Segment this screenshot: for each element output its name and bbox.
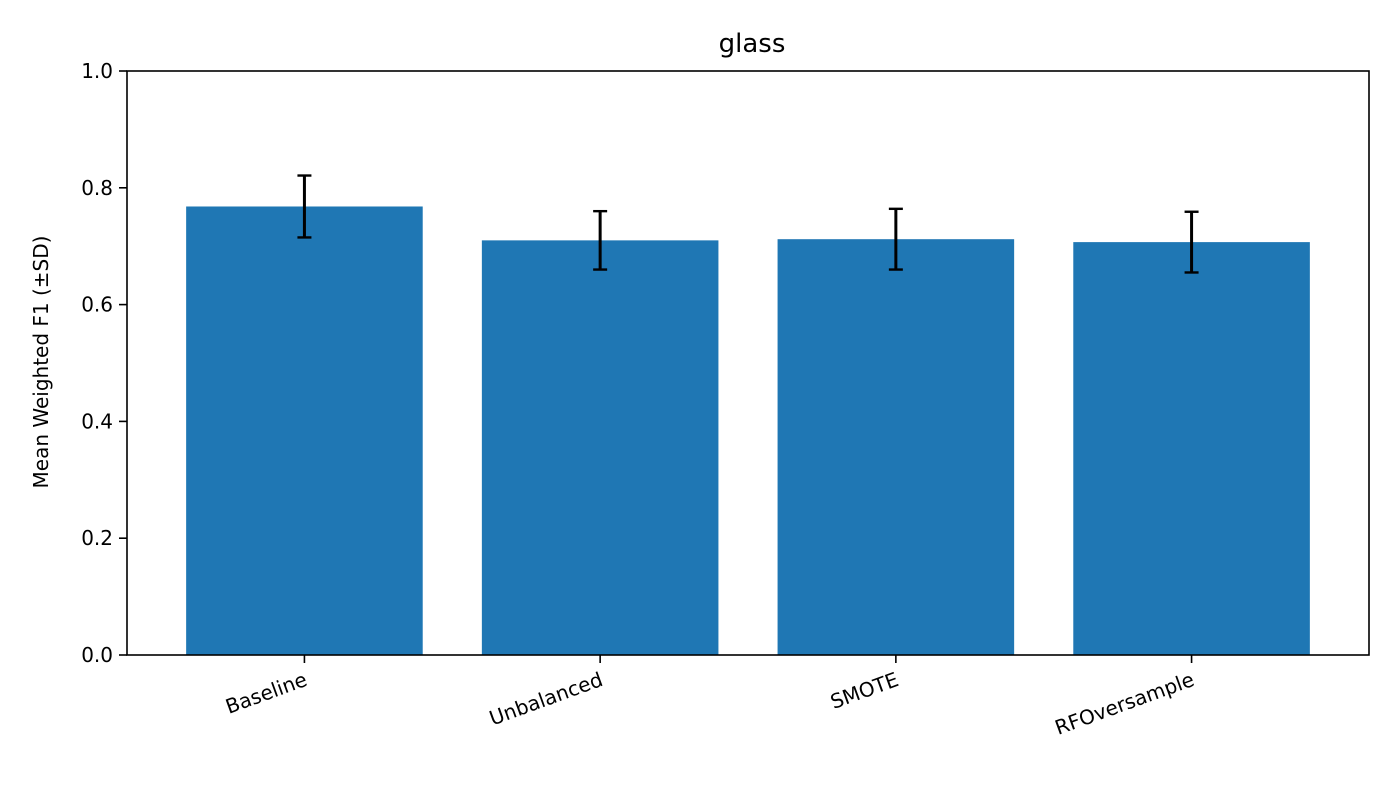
x-tick-label: RFOversample <box>1052 667 1198 740</box>
y-tick-label: 0.6 <box>81 293 113 317</box>
y-tick-label: 0.8 <box>81 176 113 200</box>
bar-smote <box>777 239 1015 655</box>
x-tick-label: SMOTE <box>827 667 902 714</box>
y-tick-label: 0.2 <box>81 526 113 550</box>
y-axis-label: Mean Weighted F1 (±SD) <box>29 236 53 489</box>
bar-unbalanced <box>481 240 719 656</box>
bar-baseline <box>186 206 423 655</box>
y-ticks-layer: 0.0 0.2 0.4 0.6 0.8 1.0 <box>81 59 127 667</box>
plot-frame <box>126 70 1370 656</box>
x-tick-label: Baseline <box>222 667 310 719</box>
bars-layer <box>186 206 1310 656</box>
chart-title: glass <box>719 29 786 59</box>
y-tick-label: 0.0 <box>81 643 113 667</box>
y-tick-label: 0.4 <box>81 409 113 433</box>
bar-rfoversample <box>1073 242 1310 655</box>
x-tick-label: Unbalanced <box>486 667 606 730</box>
error-bars-layer <box>297 174 1199 274</box>
x-ticks-layer: Baseline Unbalanced SMOTE RFOversample <box>222 655 1197 740</box>
y-tick-label: 1.0 <box>81 59 113 83</box>
